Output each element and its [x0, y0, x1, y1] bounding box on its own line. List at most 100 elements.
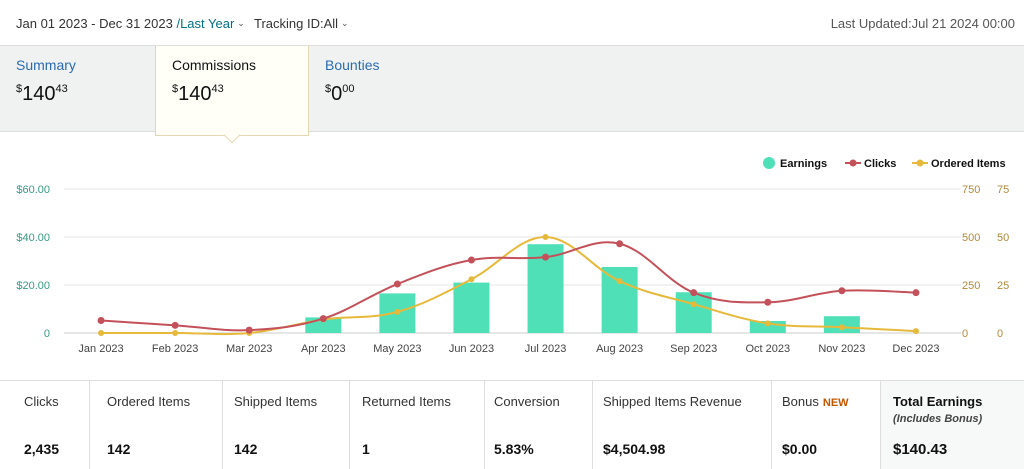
chevron-down-icon: ⌄ [341, 18, 349, 28]
x-tick-label: Nov 2023 [818, 343, 865, 355]
ordered-items-point [616, 278, 623, 285]
clicks-point [690, 289, 698, 297]
clicks-point [467, 256, 475, 264]
stat-label: Clicks [24, 394, 59, 409]
stat-value: $140.43 [893, 441, 948, 458]
legend-clicks-label: Clicks [864, 158, 896, 170]
ordered-items-point [690, 301, 697, 308]
chart-lines [97, 234, 920, 336]
stat-value: 2,435 [24, 441, 60, 457]
stat-sublabel: (Includes Bonus) [893, 413, 983, 425]
ordered-items-point [468, 276, 475, 283]
y-right-clicks-tick-label: 250 [962, 280, 980, 292]
tab-bounties-amount: $000 [325, 83, 355, 105]
clicks-legend-icon [849, 159, 857, 167]
clicks-point [319, 315, 327, 323]
stat-value: 5.83% [494, 441, 534, 457]
earnings-bar [453, 282, 490, 333]
tab-bounties-label: Bounties [325, 57, 380, 73]
clicks-point [542, 253, 550, 261]
y-right-items-tick-label: 25 [997, 280, 1009, 292]
stat-returned-items: Returned Items 1 [350, 381, 485, 469]
x-tick-label: Feb 2023 [152, 343, 198, 355]
tab-bounties[interactable]: Bounties $000 [309, 46, 459, 132]
clicks-point [838, 287, 846, 295]
stat-value: $0.00 [782, 441, 818, 457]
stat-shipped-items: Shipped Items 142 [223, 381, 350, 469]
tab-commissions-label: Commissions [172, 57, 257, 73]
ordered-items-legend-icon [916, 159, 924, 167]
earnings-legend-icon [763, 157, 775, 169]
y-left-tick-label: 0 [44, 328, 50, 340]
stat-shipped-items-revenue: Shipped Items Revenue $4,504.98 [593, 381, 772, 469]
clicks-point [171, 321, 179, 329]
stat-label: Shipped Items [234, 394, 318, 409]
clicks-line [100, 241, 916, 332]
date-range: Jan 01 2023 - Dec 31 2023 /Last Year ⌄ [16, 16, 245, 31]
clicks-point [912, 289, 920, 297]
x-tick-label: Dec 2023 [892, 343, 939, 355]
chart-legend: Earnings Clicks Ordered Items [763, 157, 1006, 170]
stat-clicks: Clicks 2,435 [0, 381, 90, 469]
clicks-point [393, 280, 401, 288]
stat-label: Returned Items [362, 394, 451, 409]
earnings-chart: Earnings Clicks Ordered Items 0 0 0 $20.00 250… [16, 157, 1009, 355]
clicks-point [764, 298, 772, 306]
tab-summary[interactable]: Summary $14043 [0, 46, 155, 132]
clicks-point [245, 326, 253, 334]
clicks-point [97, 317, 105, 325]
x-tick-label: May 2023 [373, 343, 421, 355]
ordered-items-point [394, 308, 401, 315]
earnings-bar [601, 267, 638, 333]
new-badge: NEW [822, 397, 849, 409]
stat-value: 142 [107, 441, 131, 457]
top-bar: Jan 01 2023 - Dec 31 2023 /Last Year ⌄ Tr… [0, 0, 1024, 45]
tab-summary-label: Summary [16, 57, 76, 73]
stat-label: Total Earnings [893, 394, 983, 409]
stat-label: Bonus NEW [782, 394, 849, 409]
tracking-id-label: Tracking ID:All [254, 16, 339, 31]
y-right-items-tick-label: 0 [997, 328, 1003, 340]
y-right-clicks-tick-label: 0 [962, 328, 968, 340]
legend-earnings-label: Earnings [780, 158, 827, 170]
stat-total-earnings: Total Earnings (Includes Bonus) $140.43 [881, 381, 1024, 469]
tab-summary-amount: $14043 [16, 83, 68, 105]
ordered-items-line [101, 235, 917, 336]
stat-conversion: Conversion 5.83% [485, 381, 593, 469]
earnings-bar [675, 292, 712, 333]
x-tick-label: Jun 2023 [449, 343, 494, 355]
summary-tabs: Summary $14043 Commissions $14043 Bounti… [0, 45, 1024, 136]
x-tick-label: Sep 2023 [670, 343, 717, 355]
stats-row: Clicks 2,435 Ordered Items 142 Shipped I… [0, 380, 1024, 469]
y-right-items-tick-label: 75 [997, 184, 1009, 196]
ordered-items-point [542, 234, 549, 240]
stat-label: Shipped Items Revenue [603, 394, 742, 409]
clicks-point [616, 240, 624, 248]
ordered-items-point [98, 330, 105, 336]
tab-commissions[interactable]: Commissions $14043 [155, 46, 309, 136]
last-updated: Last Updated:Jul 21 2024 00:00 [830, 16, 1015, 31]
tracking-id-dropdown[interactable]: Tracking ID:All ⌄ [254, 16, 349, 31]
date-range-text: Jan 01 2023 - Dec 31 2023 [16, 16, 173, 31]
ordered-items-point [912, 328, 919, 335]
chart-axes: 0 0 0 $20.00 250 25 $40.00 500 50 $60.00 750 75 Jan … [16, 184, 1009, 355]
chevron-down-icon: ⌄ [237, 18, 245, 28]
ordered-items-point [172, 330, 179, 336]
y-left-tick-label: $40.00 [16, 232, 50, 244]
y-left-tick-label: $20.00 [16, 280, 50, 292]
y-right-clicks-tick-label: 750 [962, 184, 980, 196]
x-tick-label: Mar 2023 [226, 343, 272, 355]
stat-ordered-items: Ordered Items 142 [90, 381, 223, 469]
tab-commissions-amount: $14043 [172, 83, 224, 105]
ordered-items-point [838, 324, 845, 331]
legend-ordered-items-label: Ordered Items [931, 158, 1006, 170]
y-left-tick-label: $60.00 [16, 184, 50, 196]
period-dropdown[interactable]: /Last Year ⌄ [176, 16, 245, 31]
x-tick-label: Apr 2023 [301, 343, 346, 355]
x-tick-label: Jul 2023 [525, 343, 567, 355]
ordered-items-point [764, 320, 771, 327]
stat-value: $4,504.98 [603, 441, 666, 457]
chart-grid [64, 188, 961, 334]
stat-bonus: Bonus NEW $0.00 [772, 381, 881, 469]
x-tick-label: Jan 2023 [78, 343, 123, 355]
